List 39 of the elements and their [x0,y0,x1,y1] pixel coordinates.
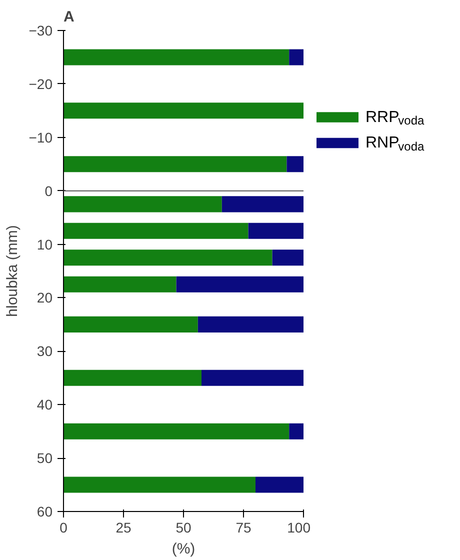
bar [64,196,222,212]
bar [286,156,304,172]
y-tick-label: 20 [36,290,53,306]
x-tick-label: 25 [116,520,132,536]
bar [64,156,287,172]
bar [202,370,304,386]
bar [256,476,304,493]
chart-title: A [64,8,74,26]
bar [176,276,304,292]
y-tick-label: 30 [36,343,53,360]
bar [64,476,256,493]
bar [198,316,304,332]
y-tick-label: −10 [28,129,53,146]
x-tick-label: 0 [60,520,68,536]
bar [222,196,304,212]
y-tick-label: 40 [36,396,53,413]
x-tick-label: 50 [176,520,192,536]
x-tick-label: 100 [287,520,311,536]
y-tick-label: 0 [44,182,53,199]
x-axis-title: (%) [172,540,196,558]
bar [64,276,176,292]
bar [64,316,198,332]
bar [64,102,304,119]
y-tick-label: 50 [36,450,53,466]
bar [64,423,290,440]
bar [64,222,248,239]
y-tick-label: 60 [36,504,53,520]
bar [64,49,290,66]
bar [272,250,304,266]
bar [289,423,304,440]
bar [64,370,202,386]
y-tick-label: −20 [28,76,53,92]
bar [289,49,304,66]
x-tick-label: 75 [236,520,252,536]
y-tick-label: 10 [36,236,53,252]
y-axis-title: hloubka (mm) [4,225,21,317]
bar [64,250,272,266]
bar [248,222,304,239]
y-tick-label: −30 [28,22,53,38]
